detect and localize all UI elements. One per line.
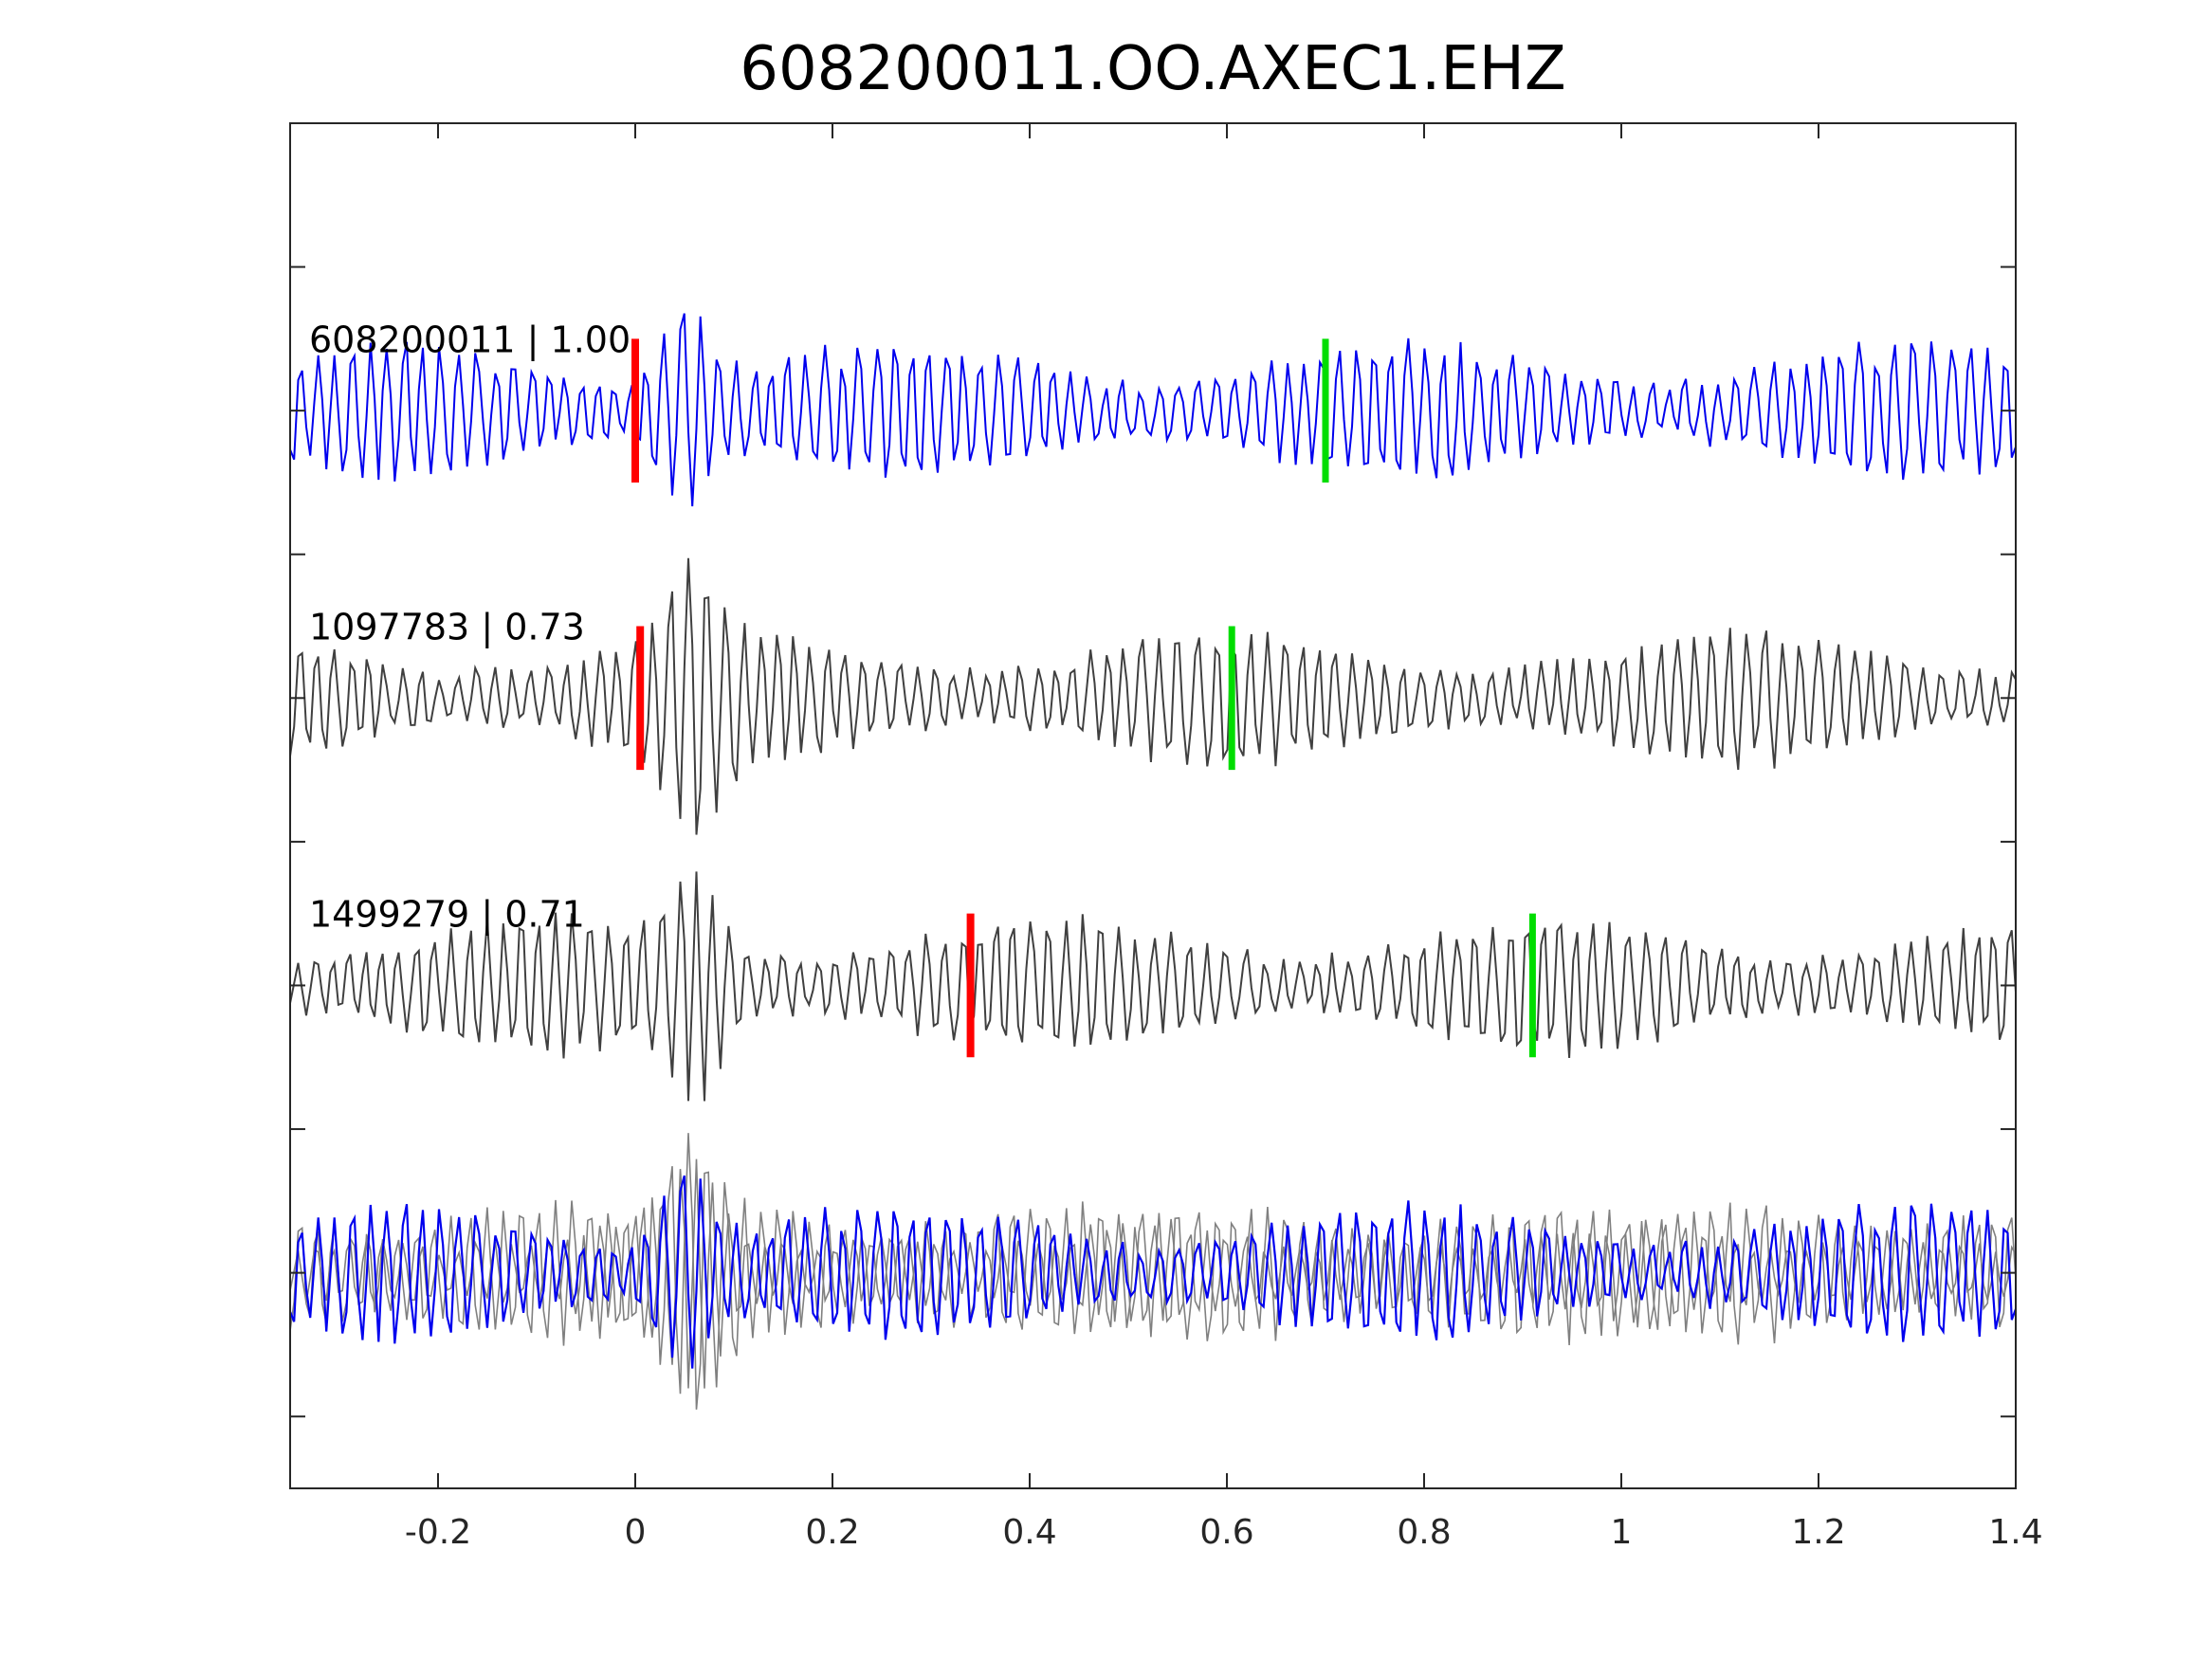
trace-label-layer: 608200011 | 1.00 1097783 | 0.73 1499279 | … [309,319,631,936]
chart-title: 608200011.OO.AXEC1.EHZ [740,34,1566,104]
x-tick-label: 0.8 [1397,1513,1451,1552]
waveform-trace-608200011 [290,313,2016,507]
overlay-trace-1499279 [290,1158,2016,1389]
pick-layer [631,338,1536,1058]
plot-axes-box [289,122,2017,1489]
waveform-trace-1097783 [290,557,2016,835]
x-tick-label: 0.2 [805,1513,859,1552]
x-tick-label: 0.6 [1199,1513,1253,1552]
tick-layer [290,123,2017,1488]
x-tick-label: 1.2 [1791,1513,1845,1552]
x-tick-label: 0.4 [1002,1513,1056,1552]
trace-label-1499279: 1499279 | 0.71 [309,894,585,937]
trace-layer [290,313,2016,1410]
x-tick-label: -0.2 [405,1513,471,1552]
trace-label-608200011: 608200011 | 1.00 [309,319,631,361]
waveform-trace-1499279 [290,871,2016,1102]
x-tick-label: 1.4 [1988,1513,2042,1552]
x-tick-label: 1 [1611,1513,1633,1552]
x-tick-label: 0 [625,1513,647,1552]
x-tick-label-layer: -0.2 0 0.2 0.4 0.6 0.8 1 1.2 1.4 [405,1513,2043,1552]
trace-label-1097783: 1097783 | 0.73 [309,607,585,649]
overlay-trace-608200011 [290,1175,2016,1369]
